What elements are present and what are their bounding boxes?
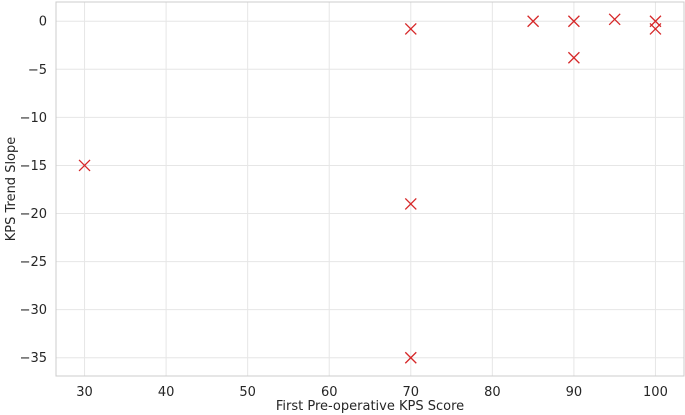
data-point bbox=[527, 15, 540, 28]
y-axis-ticks: 0 −5 −10 −15 −20 −25 −30 −35 bbox=[20, 15, 47, 367]
y-tick-label: −5 bbox=[28, 63, 47, 78]
data-point bbox=[608, 13, 621, 26]
x-tick-label: 50 bbox=[239, 385, 256, 400]
x-tick-label: 70 bbox=[403, 385, 420, 400]
y-tick-label: 0 bbox=[39, 15, 47, 30]
y-axis-title: KPS Trend Slope bbox=[4, 137, 19, 242]
y-tick-label: −20 bbox=[20, 207, 47, 222]
plot-frame bbox=[55, 1, 685, 377]
x-tick-label: 30 bbox=[76, 385, 93, 400]
data-point bbox=[78, 159, 91, 172]
data-point bbox=[404, 22, 417, 35]
y-tick-label: −30 bbox=[20, 303, 47, 318]
data-point bbox=[649, 22, 662, 35]
x-axis-ticks: 30 40 50 60 70 80 90 100 bbox=[76, 385, 668, 400]
data-points bbox=[78, 13, 662, 364]
x-tick-label: 100 bbox=[643, 385, 668, 400]
x-axis-title: First Pre-operative KPS Score bbox=[276, 399, 464, 414]
y-tick-label: −10 bbox=[20, 111, 47, 126]
x-tick-label: 80 bbox=[484, 385, 501, 400]
x-tick-label: 60 bbox=[321, 385, 338, 400]
y-tick-label: −15 bbox=[20, 159, 47, 174]
data-point bbox=[404, 197, 417, 210]
data-point bbox=[567, 15, 580, 28]
y-tick-label: −25 bbox=[20, 255, 47, 270]
y-tick-label: −35 bbox=[20, 351, 47, 366]
x-tick-label: 90 bbox=[566, 385, 583, 400]
grid-lines bbox=[56, 2, 684, 376]
data-point bbox=[567, 51, 580, 64]
data-point bbox=[404, 351, 417, 364]
x-tick-label: 40 bbox=[158, 385, 175, 400]
